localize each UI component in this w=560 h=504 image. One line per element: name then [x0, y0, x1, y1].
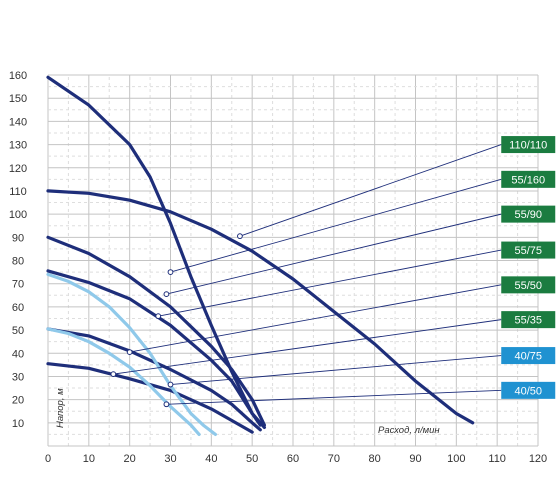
pump-curve-55-35 — [46, 362, 254, 434]
y-tick-label: 20 — [12, 395, 24, 407]
x-tick-label: 10 — [83, 453, 95, 465]
pump-curve-55-75 — [46, 269, 262, 427]
model-tag-box — [501, 170, 556, 188]
x-tick-label: 80 — [369, 453, 381, 465]
model-tag-box — [501, 205, 556, 223]
pump-curve-40-50 — [46, 327, 201, 436]
model-tag-40-75: 40/75 — [501, 347, 556, 365]
model-tag-55-75: 55/75 — [501, 241, 556, 259]
operating-point-55-90 — [163, 291, 170, 298]
pump-curve-40-75 — [46, 272, 217, 436]
x-tick-label: 90 — [409, 453, 421, 465]
operating-point-40-50 — [163, 401, 170, 408]
pump-curves — [46, 75, 475, 436]
y-tick-label: 60 — [12, 302, 24, 314]
y-tick-label: 120 — [9, 163, 27, 175]
y-tick-label: 10 — [12, 418, 24, 430]
y-tick-label: 130 — [9, 140, 27, 152]
model-tag-40-50: 40/50 — [501, 381, 556, 399]
y-tick-label: 100 — [9, 209, 27, 221]
y-tick-label: 90 — [12, 232, 24, 244]
model-tags: 110/110 55/160 55/90 55/75 55/50 55/35 40/75 40… — [501, 136, 556, 399]
pump-curve-55-90 — [46, 235, 266, 427]
y-tick-label: 50 — [12, 325, 24, 337]
operating-point-55-75 — [155, 313, 162, 320]
model-tag-box — [501, 381, 556, 399]
operating-point-55-35 — [110, 371, 117, 378]
model-tag-label: 55/160 — [511, 174, 545, 186]
x-tick-label: 70 — [328, 453, 340, 465]
y-tick-label: 150 — [9, 93, 27, 105]
x-axis-label: Расход, л/мин — [378, 425, 440, 436]
pump-curve-110-110 — [46, 189, 475, 425]
grid — [47, 74, 539, 447]
model-tag-box — [501, 136, 556, 154]
y-tick-label: 110 — [9, 186, 27, 198]
y-tick-label: 140 — [9, 116, 27, 128]
model-tag-box — [501, 347, 556, 365]
leader-line-55-75 — [158, 249, 502, 317]
operating-point-55-50 — [126, 349, 133, 355]
y-tick-label: 30 — [12, 371, 24, 383]
x-tick-label: 120 — [529, 453, 547, 465]
model-tag-55-50: 55/50 — [501, 276, 556, 294]
leader-line-40-50 — [166, 389, 502, 405]
x-tick-label: 0 — [45, 453, 51, 465]
model-tag-55-90: 55/90 — [501, 205, 556, 223]
model-tag-label: 40/50 — [514, 385, 542, 397]
x-tick-label: 30 — [164, 453, 176, 465]
label-leader-lines — [113, 144, 502, 405]
y-tick-label: 40 — [12, 348, 24, 360]
x-tick-label: 50 — [246, 453, 258, 465]
model-tag-label: 55/35 — [514, 315, 542, 327]
x-tick-label: 100 — [447, 453, 465, 465]
model-tag-label: 55/75 — [514, 245, 542, 257]
model-tag-box — [501, 276, 556, 294]
model-tag-55-160: 55/160 — [501, 170, 556, 188]
leader-line-55-50 — [129, 284, 502, 353]
x-tick-label: 110 — [488, 453, 506, 465]
x-tick-label: 20 — [124, 453, 136, 465]
leader-line-110-110 — [239, 144, 502, 237]
model-tag-label: 110/110 — [509, 140, 547, 152]
x-tick-label: 60 — [287, 453, 299, 465]
y-tick-label: 80 — [12, 256, 24, 268]
model-tag-label: 40/75 — [514, 351, 542, 363]
pump-curve-55-160 — [46, 75, 266, 429]
operating-point-markers — [110, 233, 243, 408]
model-tag-55-35: 55/35 — [501, 311, 556, 329]
tick-labels: 0 10 20 30 40 50 60 70 80 90 100 110 120 10 20 30 40 50 60… — [9, 70, 547, 465]
operating-point-40-75 — [167, 381, 174, 388]
leader-line-40-75 — [170, 355, 502, 386]
leader-line-55-160 — [170, 178, 502, 273]
model-tag-110-110: 110/110 — [501, 136, 556, 154]
leader-line-55-90 — [166, 213, 502, 295]
y-axis-label: Напор, м — [55, 388, 66, 428]
x-tick-label: 40 — [205, 453, 217, 465]
operating-point-55-160 — [167, 269, 174, 275]
model-tag-label: 55/50 — [514, 280, 542, 292]
y-tick-label: 160 — [9, 70, 27, 82]
leader-line-55-35 — [113, 319, 502, 375]
y-tick-label: 70 — [12, 279, 24, 291]
model-tag-label: 55/90 — [514, 209, 542, 221]
model-tag-box — [501, 241, 556, 259]
model-tag-box — [501, 311, 556, 329]
pump-curve-55-50 — [46, 327, 262, 432]
operating-point-110-110 — [237, 233, 243, 240]
